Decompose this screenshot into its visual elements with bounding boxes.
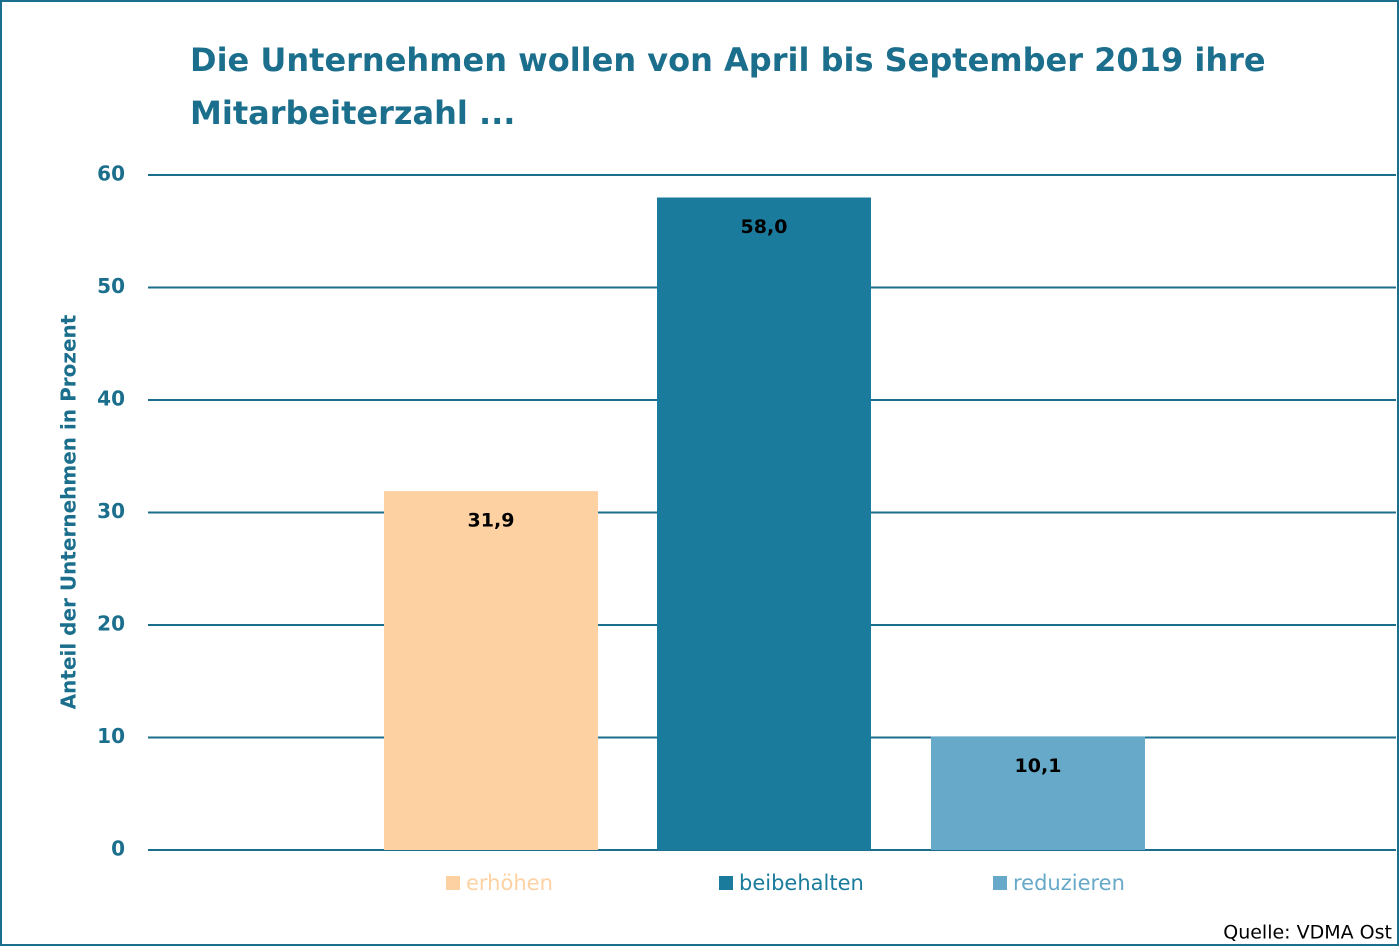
y-tick-label: 20 — [97, 612, 125, 636]
y-tick-label: 40 — [97, 387, 125, 411]
chart-title: Mitarbeiterzahl ... — [190, 94, 515, 132]
data-label: 10,1 — [1015, 755, 1062, 777]
legend-label: beibehalten — [739, 871, 864, 895]
bar — [384, 491, 598, 850]
bar — [657, 197, 871, 850]
data-label: 58,0 — [741, 216, 788, 238]
y-tick-label: 60 — [97, 162, 125, 186]
chart-title: Die Unternehmen wollen von April bis Sep… — [190, 41, 1266, 79]
legend-label: reduzieren — [1013, 871, 1125, 895]
legend-swatch — [446, 876, 460, 890]
legend-swatch — [719, 876, 733, 890]
y-axis-label: Anteil der Unternehmen in Prozent — [57, 314, 81, 709]
data-label: 31,9 — [468, 510, 515, 532]
y-tick-label: 50 — [97, 274, 125, 298]
bar — [931, 736, 1145, 850]
y-tick-label: 10 — [97, 724, 125, 748]
legend-label: erhöhen — [466, 871, 553, 895]
legend-swatch — [993, 876, 1007, 890]
y-tick-label: 30 — [97, 499, 125, 523]
source: Quelle: VDMA Ost — [1223, 922, 1392, 944]
y-tick-label: 0 — [111, 837, 125, 861]
